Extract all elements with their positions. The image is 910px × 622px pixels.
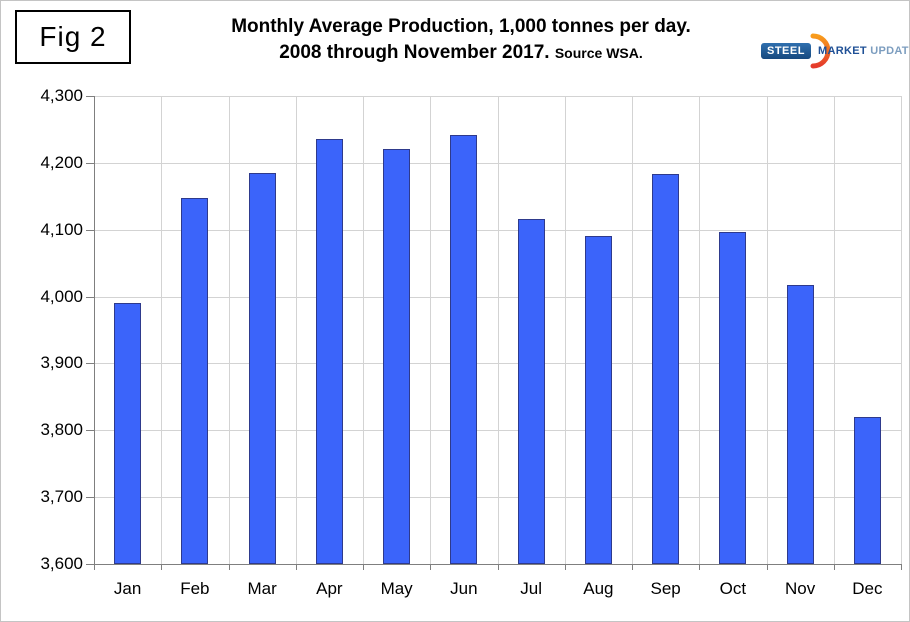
v-gridline [901, 96, 902, 564]
x-tick-label-apr: Apr [316, 579, 343, 598]
v-gridline [94, 96, 95, 564]
x-axis-tick [766, 564, 768, 570]
x-tick-label-mar: Mar [247, 579, 277, 598]
v-gridline [161, 96, 163, 564]
bar-nov [786, 285, 814, 564]
x-tick-label-oct: Oct [719, 579, 747, 598]
v-gridline [632, 96, 633, 564]
x-tick-label-nov: Nov [785, 579, 816, 598]
y-tick-label: 3,900 [40, 353, 83, 373]
chart-subtitle-text: 2008 through November 2017. [279, 42, 550, 63]
y-axis-tick [86, 363, 94, 365]
x-tick-label-aug: Aug [583, 579, 614, 598]
v-gridline [699, 96, 701, 564]
y-axis-tick [86, 96, 94, 97]
crescent-moon-icon [810, 33, 831, 69]
bar-jan [114, 303, 142, 564]
x-tick-label-jun: Jun [450, 579, 478, 598]
x-axis-tick [94, 564, 95, 570]
bar-oct [719, 232, 747, 564]
chart-title: Monthly Average Production, 1,000 tonnes… [231, 16, 691, 37]
y-axis-tick [86, 162, 94, 164]
chart-subtitle: 2008 through November 2017. Source WSA. [151, 40, 771, 66]
bar-jul [517, 219, 545, 564]
x-axis-tick [295, 564, 297, 570]
v-gridline [497, 96, 499, 564]
source-note: Source WSA. [554, 45, 643, 61]
x-axis-tick [901, 564, 902, 570]
smu-logo: STEEL MARKET UPDATE [761, 32, 909, 70]
x-axis-tick [699, 564, 701, 570]
x-tick-label-jul: Jul [520, 579, 542, 598]
bar-feb [181, 198, 209, 564]
x-axis-tick [564, 564, 566, 570]
x-axis-tick [161, 564, 163, 570]
bar-may [383, 148, 411, 564]
x-axis-tick [363, 564, 364, 570]
x-tick-label-may: May [380, 579, 413, 598]
y-tick-label: 4,300 [40, 86, 83, 105]
bar-dec [853, 416, 881, 564]
logo-steel-badge: STEEL [761, 43, 811, 59]
x-axis-tick [430, 564, 432, 570]
bar-sep [652, 173, 680, 564]
y-tick-label: 3,700 [40, 487, 83, 507]
v-gridline [295, 96, 297, 564]
x-tick-label-jan: Jan [113, 579, 142, 598]
v-gridline [228, 96, 230, 564]
bar-jun [450, 134, 478, 564]
bar-mar [248, 172, 276, 564]
figure-label: Fig 2 [39, 21, 107, 52]
y-axis-tick [86, 564, 94, 565]
x-axis-tick [497, 564, 499, 570]
y-axis-tick [86, 497, 94, 499]
v-gridline [564, 96, 566, 564]
logo-wordmark: MARKET UPDATE [818, 45, 909, 57]
x-axis-tick [833, 564, 835, 570]
y-axis-tick [86, 229, 94, 231]
x-tick-label-sep: Sep [650, 579, 681, 598]
y-axis-tick [86, 296, 94, 298]
x-axis-tick [228, 564, 230, 570]
x-tick-label-dec: Dec [852, 579, 883, 598]
y-tick-label: 4,000 [40, 286, 83, 306]
logo-update-text: UPDATE [870, 45, 909, 57]
y-tick-label: 3,600 [40, 554, 83, 573]
figure-label-box: Fig 2 [15, 10, 131, 64]
y-tick-label: 3,800 [40, 420, 83, 440]
bar-aug [584, 236, 612, 564]
y-tick-label: 4,100 [40, 219, 83, 239]
x-tick-label-feb: Feb [180, 579, 210, 598]
y-tick-label: 4,200 [40, 152, 83, 172]
chart-title-block: Monthly Average Production, 1,000 tonnes… [151, 13, 771, 66]
logo-market-text: MARKET [818, 45, 867, 57]
v-gridline [766, 96, 768, 564]
y-axis-tick [86, 430, 94, 432]
v-gridline [363, 96, 364, 564]
x-axis-tick [632, 564, 633, 570]
v-gridline [430, 96, 432, 564]
bar-apr [315, 138, 343, 564]
v-gridline [833, 96, 835, 564]
